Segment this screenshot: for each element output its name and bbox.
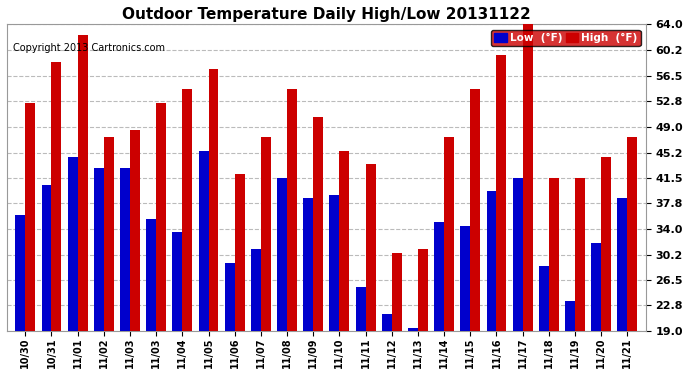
- Bar: [120, 168, 130, 331]
- Bar: [601, 158, 611, 331]
- Bar: [539, 266, 549, 331]
- Bar: [418, 249, 428, 331]
- Bar: [618, 198, 627, 331]
- Bar: [52, 62, 61, 331]
- Bar: [304, 198, 313, 331]
- Bar: [486, 192, 497, 331]
- Bar: [382, 314, 392, 331]
- Bar: [355, 287, 366, 331]
- Bar: [392, 253, 402, 331]
- Bar: [225, 263, 235, 331]
- Bar: [104, 137, 114, 331]
- Bar: [627, 137, 638, 331]
- Bar: [78, 35, 88, 331]
- Bar: [208, 69, 219, 331]
- Legend: Low  (°F), High  (°F): Low (°F), High (°F): [491, 30, 640, 46]
- Bar: [261, 137, 271, 331]
- Bar: [277, 178, 287, 331]
- Bar: [444, 137, 454, 331]
- Bar: [565, 300, 575, 331]
- Bar: [497, 55, 506, 331]
- Bar: [156, 103, 166, 331]
- Bar: [251, 249, 261, 331]
- Bar: [199, 151, 208, 331]
- Bar: [15, 215, 26, 331]
- Bar: [68, 158, 78, 331]
- Bar: [513, 178, 522, 331]
- Title: Outdoor Temperature Daily High/Low 20131122: Outdoor Temperature Daily High/Low 20131…: [122, 7, 531, 22]
- Bar: [366, 164, 375, 331]
- Bar: [287, 89, 297, 331]
- Bar: [41, 184, 52, 331]
- Bar: [339, 151, 349, 331]
- Bar: [591, 243, 601, 331]
- Bar: [460, 225, 471, 331]
- Bar: [146, 219, 156, 331]
- Bar: [235, 174, 245, 331]
- Bar: [130, 130, 140, 331]
- Bar: [94, 168, 104, 331]
- Bar: [522, 24, 533, 331]
- Bar: [182, 89, 193, 331]
- Bar: [434, 222, 444, 331]
- Bar: [471, 89, 480, 331]
- Bar: [329, 195, 339, 331]
- Bar: [575, 178, 585, 331]
- Bar: [26, 103, 35, 331]
- Bar: [172, 232, 182, 331]
- Bar: [549, 178, 559, 331]
- Text: Copyright 2013 Cartronics.com: Copyright 2013 Cartronics.com: [13, 43, 166, 53]
- Bar: [313, 117, 323, 331]
- Bar: [408, 328, 418, 331]
